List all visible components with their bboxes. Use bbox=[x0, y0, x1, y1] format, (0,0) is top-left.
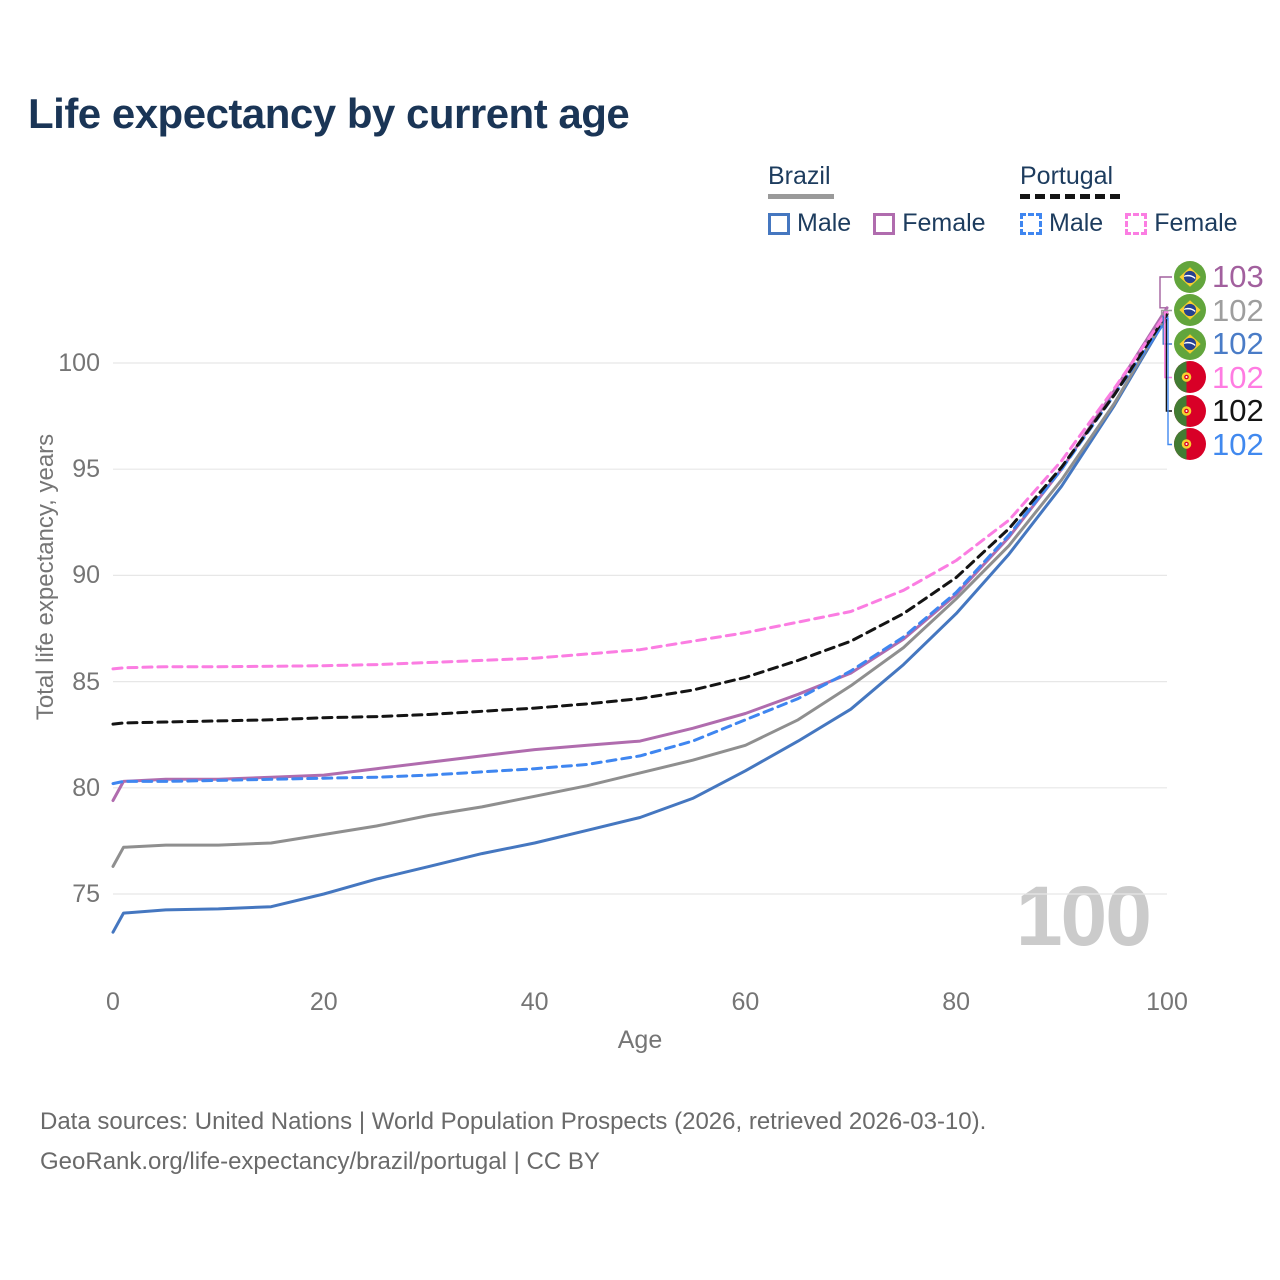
end-label-value: 102 bbox=[1212, 359, 1264, 395]
x-tick-40: 40 bbox=[520, 988, 549, 1016]
data-sources-text: Data sources: United Nations | World Pop… bbox=[40, 1108, 987, 1135]
y-tick-95: 95 bbox=[72, 455, 100, 484]
series-line-portugal-male bbox=[111, 316, 1169, 786]
portugal-flag-icon bbox=[1174, 394, 1206, 427]
portugal-flag-icon bbox=[1174, 361, 1206, 393]
portugal-flag-icon bbox=[1174, 428, 1206, 460]
legend-label-portugal-female[interactable]: Female bbox=[1154, 209, 1238, 237]
x-axis-title: Age bbox=[617, 1026, 663, 1054]
y-tick-75: 75 bbox=[72, 880, 100, 908]
y-tick-80: 80 bbox=[72, 773, 100, 802]
end-label-brazil-2: 102 bbox=[1174, 326, 1264, 361]
x-tick-60: 60 bbox=[731, 988, 760, 1016]
series-line-brazil-both bbox=[111, 312, 1169, 868]
x-tick-100: 100 bbox=[1146, 988, 1188, 1016]
end-label-portugal-3: 102 bbox=[1174, 361, 1264, 393]
brazil-flag-icon bbox=[1174, 294, 1206, 326]
series-line-portugal-female bbox=[111, 310, 1169, 671]
page-title: Life expectancy by current age bbox=[28, 90, 630, 137]
legend-group-portugal: Portugal Male Female bbox=[1020, 162, 1260, 238]
end-label-value: 103 bbox=[1212, 259, 1264, 294]
legend-country-portugal[interactable]: Portugal bbox=[1020, 162, 1114, 190]
series-line-brazil-female bbox=[111, 306, 1169, 802]
legend-underline-brazil-total-line bbox=[768, 194, 834, 199]
end-label-value: 102 bbox=[1212, 326, 1264, 361]
end-label-connector-0 bbox=[1159, 276, 1172, 309]
series-line-portugal-both bbox=[111, 312, 1169, 726]
y-tick-90: 90 bbox=[72, 561, 100, 590]
y-tick-100: 100 bbox=[58, 349, 100, 377]
legend-country-brazil[interactable]: Brazil bbox=[768, 162, 831, 190]
attribution-link-text[interactable]: GeoRank.org/life-expectancy/brazil/portu… bbox=[40, 1148, 600, 1175]
legend-label-brazil-male[interactable]: Male bbox=[797, 209, 852, 237]
series-line-brazil-male bbox=[111, 314, 1169, 934]
end-label-value: 102 bbox=[1212, 426, 1264, 462]
end-label-connector-4 bbox=[1165, 313, 1172, 412]
legend-swatch-brazil-female[interactable] bbox=[873, 212, 896, 235]
legend-label-brazil-female[interactable]: Female bbox=[902, 209, 986, 237]
age-counter-watermark: 100 bbox=[1015, 869, 1152, 963]
legend-swatch-portugal-female[interactable] bbox=[1125, 212, 1148, 235]
brazil-flag-icon bbox=[1174, 260, 1206, 293]
x-tick-80: 80 bbox=[942, 988, 971, 1016]
end-label-connector-1 bbox=[1160, 309, 1172, 315]
end-label-portugal-5: 102 bbox=[1174, 428, 1264, 460]
legend-swatch-brazil-male[interactable] bbox=[768, 212, 790, 235]
end-label-brazil-0: 103 bbox=[1174, 259, 1264, 294]
legend-swatch-portugal-male[interactable] bbox=[1020, 212, 1042, 235]
end-label-portugal-4: 102 bbox=[1174, 393, 1264, 428]
y-axis-title: Total life expectancy, years bbox=[32, 433, 59, 721]
x-tick-0: 0 bbox=[106, 988, 120, 1016]
legend-underline-portugal-total-line bbox=[1020, 194, 1120, 199]
end-label-value: 102 bbox=[1212, 292, 1264, 328]
legend-label-portugal-male[interactable]: Male bbox=[1049, 209, 1104, 237]
end-label-connector-5 bbox=[1166, 317, 1172, 446]
y-tick-85: 85 bbox=[72, 667, 100, 696]
brazil-flag-icon bbox=[1174, 327, 1206, 360]
x-tick-20: 20 bbox=[309, 988, 338, 1016]
end-label-value: 102 bbox=[1212, 393, 1264, 428]
end-label-brazil-1: 102 bbox=[1174, 294, 1264, 326]
legend-group-brazil: Brazil Male Female bbox=[768, 162, 1008, 238]
